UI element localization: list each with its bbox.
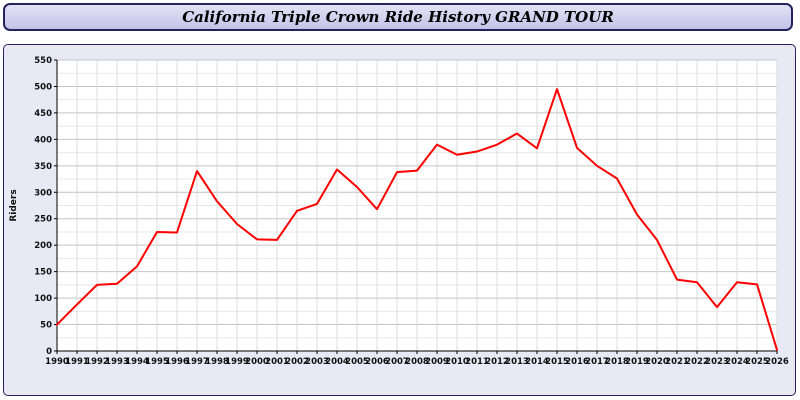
y-tick-label: 150: [34, 268, 52, 278]
y-axis-title: Riders: [9, 189, 19, 221]
y-tick-label: 200: [34, 241, 52, 251]
x-tick-label: 2020: [645, 357, 669, 367]
y-tick-label: 50: [40, 321, 52, 331]
y-tick-label: 450: [34, 109, 52, 119]
x-tick-label: 2023: [705, 357, 729, 367]
chart-panel: 0 50 100 150 200 250 300 350 400 450 500 550 1990 199…: [3, 44, 796, 396]
x-tick-label: 1991: [65, 357, 89, 367]
x-tick-label: 2025: [745, 357, 769, 367]
x-tick-label: 1998: [205, 357, 229, 367]
x-tick-label: 2002: [285, 357, 309, 367]
x-tick-label: 2021: [665, 357, 689, 367]
x-tick-label: 2017: [585, 357, 609, 367]
x-tick-label: 2007: [385, 357, 409, 367]
x-tick-label: 1995: [145, 357, 169, 367]
x-tick-label: 2011: [465, 357, 489, 367]
y-tick-label: 500: [34, 82, 52, 92]
y-tick-label: 0: [46, 347, 52, 357]
x-tick-label: 2008: [405, 357, 429, 367]
x-tick-label: 2003: [305, 357, 329, 367]
x-tick-label: 2000: [245, 357, 269, 367]
x-tick-label: 1993: [105, 357, 129, 367]
x-tick-label: 1997: [185, 357, 209, 367]
x-tick-label: 2015: [545, 357, 569, 367]
y-tick-label: 350: [34, 162, 52, 172]
x-tick-label: 2019: [625, 357, 649, 367]
x-tick-label: 2024: [725, 357, 749, 367]
ride-history-line-chart: 0501001502002503003504004505005501990199…: [9, 56, 789, 367]
x-tick-label: 2012: [485, 357, 509, 367]
x-tick-label: 2013: [505, 357, 529, 367]
riders-line-series: [56, 88, 778, 351]
x-tick-label: 2014: [525, 357, 549, 367]
x-tick-label: 1990: [45, 357, 69, 367]
y-tick-label: 300: [34, 188, 52, 198]
x-tick-label: 1994: [125, 357, 149, 367]
x-tick-label: 1992: [85, 357, 109, 367]
x-tick-label: 2004: [325, 357, 349, 367]
x-tick-label: 1999: [225, 357, 249, 367]
x-tick-label: 2022: [685, 357, 709, 367]
y-tick-label: 400: [34, 135, 52, 145]
x-tick-label: 2005: [345, 357, 369, 367]
x-tick-label: 2018: [605, 357, 629, 367]
x-tick-label: 2009: [425, 357, 449, 367]
x-tick-label: 2006: [365, 357, 389, 367]
x-tick-label: 2016: [565, 357, 589, 367]
x-tick-label: 2026: [765, 357, 789, 367]
chart-title-bar: California Triple Crown Ride History GRA…: [3, 3, 793, 31]
chart-title: California Triple Crown Ride History GRA…: [182, 8, 614, 26]
y-tick-label: 550: [34, 56, 52, 66]
x-tick-label: 2001: [265, 357, 289, 367]
x-tick-label: 2010: [445, 357, 469, 367]
y-tick-label: 250: [34, 215, 52, 225]
y-tick-label: 100: [34, 294, 52, 304]
x-tick-label: 1996: [165, 357, 189, 367]
